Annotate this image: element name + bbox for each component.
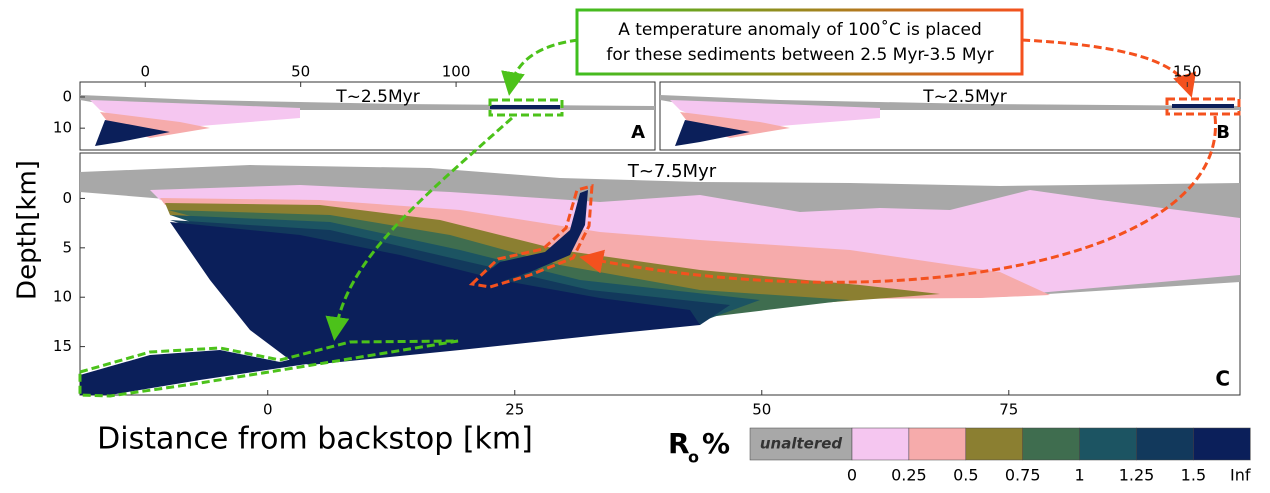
x-tick-label: 50 [752, 401, 771, 419]
y-tick-label: 10 [53, 288, 72, 306]
annotation: for these sediments between 2.5 Myr-3.5 … [606, 45, 993, 65]
y-axis-label: Depth[km] [13, 160, 43, 300]
colorbar-unaltered: unaltered [760, 435, 843, 453]
colorbar-swatch [1193, 428, 1250, 460]
panel-time: T~7.5Myr [627, 161, 717, 182]
colorbar-swatch [1137, 428, 1194, 460]
colorbar-swatch [909, 428, 966, 460]
colorbar-label: 0.5 [953, 466, 978, 485]
colorbar-label: Inf [1230, 466, 1251, 485]
colorbar-swatch [966, 428, 1023, 460]
colorbar-swatch [852, 428, 909, 460]
x-tick-label: 150 [1173, 63, 1202, 81]
y-tick-label: 0 [62, 87, 72, 105]
y-tick-label: 15 [53, 337, 72, 355]
panel-time: T~2.5Myr [922, 87, 1006, 107]
colorbar-title-sub: o [688, 448, 699, 467]
y-tick-label: 10 [53, 119, 72, 137]
figure: A temperature anomaly of 100˚C is placed… [0, 0, 1270, 489]
colorbar-label: 0.75 [1005, 466, 1041, 485]
panel-time: T~2.5Myr [335, 87, 419, 107]
x-axis-label: Distance from backstop [km] [97, 422, 533, 457]
colorbar-label: 1.25 [1119, 466, 1155, 485]
y-tick-label: 5 [62, 238, 72, 256]
panel-label: B [1216, 122, 1230, 143]
colorbar-label: 0.25 [891, 466, 927, 485]
panel-label: A [631, 122, 645, 143]
x-tick-label: 100 [442, 63, 471, 81]
x-tick-label: 25 [505, 401, 524, 419]
x-tick-label: 75 [999, 401, 1018, 419]
x-tick-label: 50 [291, 63, 310, 81]
colorbar-swatch [1080, 428, 1137, 460]
panel-a-sections [80, 82, 1240, 395]
x-tick-label: 0 [263, 401, 273, 419]
annotation: A temperature anomaly of 100˚C is placed [618, 19, 982, 40]
colorbar-swatch [1023, 428, 1080, 460]
colorbar-title-main: R [668, 427, 690, 460]
x-tick-label: 0 [140, 63, 150, 81]
colorbar-title-suffix: % [702, 427, 730, 460]
colorbar-label: 1.5 [1181, 466, 1206, 485]
colorbar-title: R o % [668, 427, 730, 467]
colorbar-label: 0 [847, 466, 857, 485]
colorbar-label: 1 [1075, 466, 1085, 485]
y-tick-label: 0 [62, 189, 72, 207]
panel-label: C [1215, 367, 1230, 391]
